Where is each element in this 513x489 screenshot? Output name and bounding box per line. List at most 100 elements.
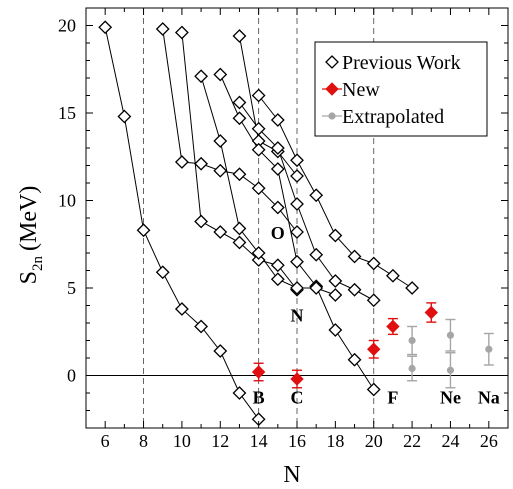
previous-work-point bbox=[251, 121, 266, 136]
x-tick-label: 8 bbox=[139, 431, 148, 451]
y-tick-label: 0 bbox=[67, 366, 76, 386]
legend-label: New bbox=[342, 79, 380, 101]
axis-ticks: 6 8 10 12 14 16 18 20 22 24 26 0 5 10 15 20 bbox=[58, 7, 509, 451]
legend-box bbox=[314, 41, 488, 137]
previous-work-point bbox=[290, 169, 304, 183]
y-axis-title: S2n (MeV) bbox=[16, 186, 46, 285]
previous-work-point bbox=[328, 288, 343, 302]
x-tick-label: 10 bbox=[173, 431, 191, 451]
previous-work-point bbox=[232, 167, 247, 182]
x-tick-label: 24 bbox=[441, 431, 459, 451]
previous-work-point bbox=[328, 323, 343, 337]
previous-work-point bbox=[155, 265, 170, 280]
x-tick-label: 18 bbox=[326, 431, 344, 451]
previous-work-point bbox=[270, 113, 285, 127]
previous-work-point bbox=[328, 274, 343, 288]
previous-work-point bbox=[405, 281, 420, 295]
previous-work-point bbox=[232, 29, 247, 43]
previous-work-point bbox=[251, 88, 266, 103]
x-tick-label: 14 bbox=[250, 431, 268, 451]
new-point bbox=[424, 305, 438, 320]
previous-work-point bbox=[194, 69, 209, 84]
previous-work-point bbox=[290, 153, 304, 168]
previous-work-point bbox=[174, 25, 189, 40]
legend-marker-new bbox=[325, 82, 339, 96]
previous-work-point bbox=[213, 225, 228, 239]
y-tick-label: 15 bbox=[58, 103, 76, 123]
isotope-label-b: B bbox=[253, 388, 265, 408]
previous-work-point bbox=[366, 293, 381, 308]
chain-line-4 bbox=[238, 35, 298, 177]
previous-work-point bbox=[251, 142, 266, 157]
previous-work-point bbox=[232, 111, 247, 126]
new-point bbox=[367, 342, 381, 356]
previous-work-point bbox=[309, 188, 324, 203]
legend-label: Extrapolated bbox=[342, 106, 444, 128]
previous-work-point bbox=[290, 197, 304, 211]
data-markers bbox=[98, 20, 493, 427]
x-tick-label: 16 bbox=[288, 431, 306, 451]
legend-marker-previous bbox=[325, 55, 339, 69]
previous-work-point bbox=[251, 181, 266, 196]
previous-work-point bbox=[385, 268, 400, 283]
previous-work-point bbox=[347, 282, 362, 297]
previous-work-point bbox=[328, 228, 343, 243]
x-tick-label: 22 bbox=[403, 431, 421, 451]
previous-work-point bbox=[366, 256, 381, 271]
previous-work-point bbox=[232, 386, 247, 400]
x-tick-label: 12 bbox=[211, 431, 229, 451]
new-point bbox=[290, 372, 304, 386]
chain-line-1 bbox=[104, 27, 260, 420]
previous-work-point bbox=[251, 253, 266, 267]
previous-work-point bbox=[117, 109, 132, 124]
previous-work-point bbox=[155, 22, 170, 36]
previous-work-point bbox=[194, 319, 209, 334]
isotope-label-ne: Ne bbox=[440, 388, 461, 408]
previous-work-point bbox=[98, 20, 113, 35]
y-tick-label: 20 bbox=[58, 16, 76, 36]
isotope-label-na: Na bbox=[478, 388, 500, 408]
previous-work-point bbox=[347, 352, 362, 367]
previous-work-point bbox=[213, 67, 228, 82]
previous-work-point bbox=[290, 225, 304, 239]
new-point bbox=[386, 319, 400, 334]
previous-work-point bbox=[232, 235, 247, 250]
previous-work-point bbox=[213, 344, 228, 358]
y-axis-title-main: S bbox=[16, 271, 42, 284]
extrapolated-point bbox=[408, 336, 416, 345]
y-tick-label: 5 bbox=[67, 278, 76, 298]
previous-work-point bbox=[309, 281, 324, 295]
y-axis-title-subscript: 2n bbox=[30, 255, 46, 271]
legend: Previous Work New Extrapolated bbox=[314, 41, 488, 137]
x-tick-label: 26 bbox=[480, 431, 498, 451]
extrapolated-point bbox=[408, 364, 416, 373]
previous-work-point bbox=[270, 162, 285, 176]
previous-work-point bbox=[251, 246, 266, 260]
previous-work-point bbox=[194, 156, 209, 171]
previous-work-point bbox=[213, 163, 228, 178]
y-tick-label: 10 bbox=[58, 191, 76, 211]
x-tick-label: 20 bbox=[365, 431, 383, 451]
new-point bbox=[251, 365, 266, 379]
isotope-label-f: F bbox=[387, 388, 398, 408]
previous-work-point bbox=[309, 247, 324, 262]
previous-work-point bbox=[347, 249, 362, 264]
previous-work-point bbox=[232, 221, 247, 236]
previous-work-point bbox=[270, 258, 285, 273]
previous-work-point bbox=[290, 281, 304, 295]
previous-work-point bbox=[232, 95, 247, 110]
previous-work-point bbox=[270, 141, 285, 155]
previous-work-point bbox=[366, 382, 381, 397]
legend-label: Previous Work bbox=[342, 52, 461, 74]
legend-marker-extrapolated bbox=[328, 112, 336, 120]
previous-work-point bbox=[174, 302, 189, 316]
isotope-labels: B C F Ne Na O N bbox=[253, 223, 500, 408]
previous-work-point bbox=[290, 254, 304, 269]
x-tick-label: 6 bbox=[101, 431, 110, 451]
previous-work-point bbox=[270, 200, 285, 215]
isotope-label-o: O bbox=[271, 223, 285, 243]
previous-work-point bbox=[194, 214, 209, 229]
isotope-label-c: C bbox=[291, 388, 304, 408]
isotope-label-n: N bbox=[291, 305, 304, 325]
